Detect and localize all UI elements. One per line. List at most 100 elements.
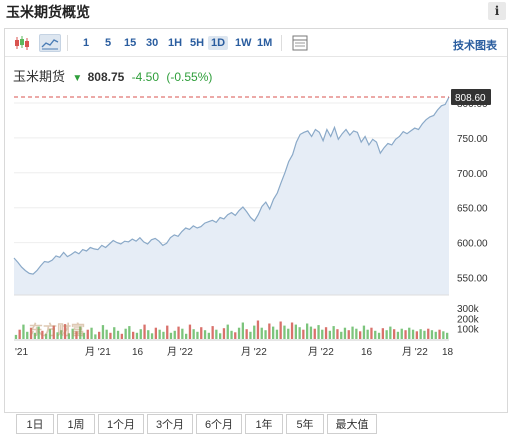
range-1d[interactable]: 1D <box>208 36 229 50</box>
volume-bar <box>226 324 229 339</box>
range-30[interactable]: 30 <box>146 37 159 49</box>
quote-line: 玉米期货 ▼ 808.75 -4.50 (-0.55%) <box>13 66 212 85</box>
volume-bar <box>241 322 244 339</box>
volume-bar <box>207 332 210 339</box>
volume-bar <box>219 333 222 339</box>
contract-name: 玉米期货 <box>13 69 66 84</box>
volume-tick-label: 300k <box>457 304 480 315</box>
volume-bar <box>302 329 305 339</box>
volume-bar <box>442 331 445 339</box>
volume-bar <box>169 332 173 339</box>
x-tick-label: 月 '22 <box>308 346 334 358</box>
volume-bar <box>22 324 25 339</box>
volume-bar <box>82 332 86 339</box>
x-tick-label: '21 <box>15 347 28 358</box>
volume-bar <box>67 333 70 339</box>
range-5[interactable]: 5 <box>105 37 112 49</box>
area-chart-icon[interactable] <box>39 34 61 52</box>
period-1m[interactable]: 1个月 <box>98 414 144 434</box>
volume-bar <box>272 326 275 339</box>
volume-bar <box>124 328 127 339</box>
volume-bar <box>249 331 252 339</box>
volume-bar <box>377 332 381 339</box>
volume-bar <box>336 329 339 339</box>
info-button[interactable]: i <box>488 2 506 20</box>
period-6m[interactable]: 6个月 <box>196 414 242 434</box>
down-arrow-icon: ▼ <box>72 73 83 84</box>
volume-bar <box>203 330 207 339</box>
volume-bar <box>29 327 33 339</box>
volume-bar <box>446 332 449 339</box>
volume-bar <box>328 330 331 339</box>
volume-bar <box>283 325 286 339</box>
volume-bar <box>351 326 354 339</box>
volume-bar <box>101 325 105 339</box>
volume-bar <box>26 331 29 339</box>
watermark-text: 东方财富 <box>29 322 85 339</box>
volume-bar <box>132 331 135 339</box>
volume-bar <box>14 334 18 339</box>
volume-bar <box>268 323 271 339</box>
period-1d[interactable]: 1日 <box>16 414 54 434</box>
volume-bar <box>362 325 366 339</box>
volume-bar <box>71 328 74 339</box>
volume-bar <box>177 326 180 339</box>
volume-bar <box>75 331 78 339</box>
volume-bar <box>128 326 131 339</box>
table-view-icon[interactable] <box>289 34 311 52</box>
volume-bar <box>109 332 112 339</box>
header: 玉米期货概览 i <box>0 0 512 24</box>
volume-bar <box>260 327 263 339</box>
volume-bar <box>56 332 59 339</box>
volume-bar <box>48 329 52 339</box>
volume-bar <box>98 331 101 339</box>
x-tick-label: 月 '22 <box>167 346 193 358</box>
price-tick-label: 600.00 <box>457 239 488 250</box>
period-5y[interactable]: 5年 <box>286 414 324 434</box>
volume-bar <box>158 329 161 339</box>
volume-bar <box>188 324 192 339</box>
current-price-label: 808.60 <box>455 93 486 104</box>
x-tick-label: 月 '22 <box>241 346 267 358</box>
range-1[interactable]: 1 <box>83 37 90 49</box>
volume-bar <box>343 327 347 339</box>
volume-bar <box>340 331 343 339</box>
volume-bar <box>211 326 214 339</box>
volume-bar <box>181 328 184 339</box>
price-tick-label: 550.00 <box>457 274 488 285</box>
period-1w[interactable]: 1周 <box>57 414 95 434</box>
tech-chart-link[interactable]: 技术图表 <box>453 40 497 52</box>
range-1m[interactable]: 1M <box>257 37 273 49</box>
volume-bar <box>313 328 316 339</box>
period-3m[interactable]: 3个月 <box>147 414 193 434</box>
volume-bar <box>355 328 358 339</box>
volume-bar <box>245 329 248 339</box>
price-tick-label: 700.00 <box>457 169 488 180</box>
price-line <box>13 96 450 275</box>
volume-bar <box>234 332 237 339</box>
range-15[interactable]: 15 <box>124 37 137 49</box>
toolbar-divider <box>281 35 282 51</box>
volume-bar <box>185 333 188 339</box>
volume-bar <box>287 328 290 339</box>
volume-bar <box>294 324 297 339</box>
volume-bar <box>317 325 320 339</box>
range-5h[interactable]: 5H <box>190 37 205 49</box>
candlestick-icon[interactable] <box>11 34 33 52</box>
range-1w[interactable]: 1W <box>235 37 252 49</box>
x-tick-label: 月 '22 <box>402 346 428 358</box>
volume-bar <box>105 329 108 339</box>
volume-bar <box>196 331 199 339</box>
volume-bar <box>37 326 40 339</box>
range-1h[interactable]: 1H <box>168 37 183 49</box>
period-1y[interactable]: 1年 <box>245 414 283 434</box>
volume-bar <box>290 322 294 339</box>
volume-bar <box>41 330 44 339</box>
period-max[interactable]: 最大值 <box>327 414 377 434</box>
volume-bar <box>52 325 55 339</box>
volume-bar <box>166 325 169 339</box>
volume-bar <box>404 330 407 339</box>
volume-bar <box>415 331 418 339</box>
volume-bar <box>18 329 21 339</box>
volume-bar <box>237 327 241 339</box>
